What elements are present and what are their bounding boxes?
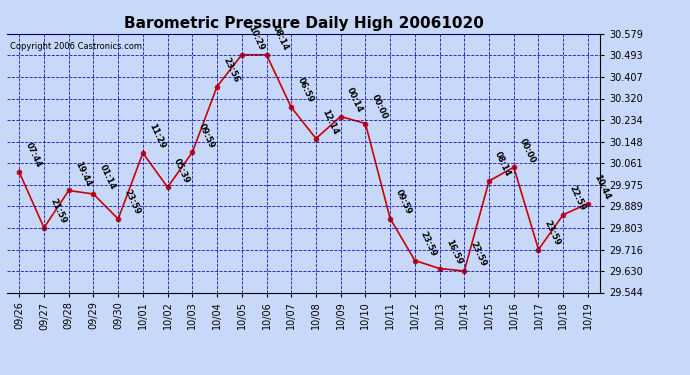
Text: 08:14: 08:14: [270, 24, 290, 52]
Text: 23:56: 23:56: [221, 56, 241, 84]
Title: Barometric Pressure Daily High 20061020: Barometric Pressure Daily High 20061020: [124, 16, 484, 31]
Text: 22:59: 22:59: [567, 184, 586, 212]
Text: 09:59: 09:59: [197, 122, 216, 150]
Text: 16:59: 16:59: [444, 238, 463, 266]
Text: 21:59: 21:59: [48, 197, 68, 225]
Text: 23:59: 23:59: [419, 230, 438, 258]
Text: 19:44: 19:44: [73, 160, 92, 188]
Text: Copyright 2006 Castronics.com: Copyright 2006 Castronics.com: [10, 42, 142, 51]
Text: 10:29: 10:29: [246, 24, 266, 52]
Text: 05:39: 05:39: [172, 157, 191, 184]
Text: 07:44: 07:44: [23, 141, 43, 170]
Text: 00:00: 00:00: [518, 137, 538, 165]
Text: 10:44: 10:44: [592, 172, 611, 201]
Text: 00:00: 00:00: [370, 93, 389, 121]
Text: 09:59: 09:59: [394, 188, 414, 216]
Text: 23:59: 23:59: [122, 188, 141, 216]
Text: 23:59: 23:59: [542, 219, 562, 247]
Text: 23:59: 23:59: [469, 240, 488, 268]
Text: 12:14: 12:14: [320, 108, 339, 136]
Text: 00:14: 00:14: [345, 86, 364, 114]
Text: 01:14: 01:14: [97, 163, 117, 191]
Text: 06:59: 06:59: [295, 76, 315, 105]
Text: 08:14: 08:14: [493, 150, 513, 178]
Text: 11:29: 11:29: [147, 122, 166, 150]
